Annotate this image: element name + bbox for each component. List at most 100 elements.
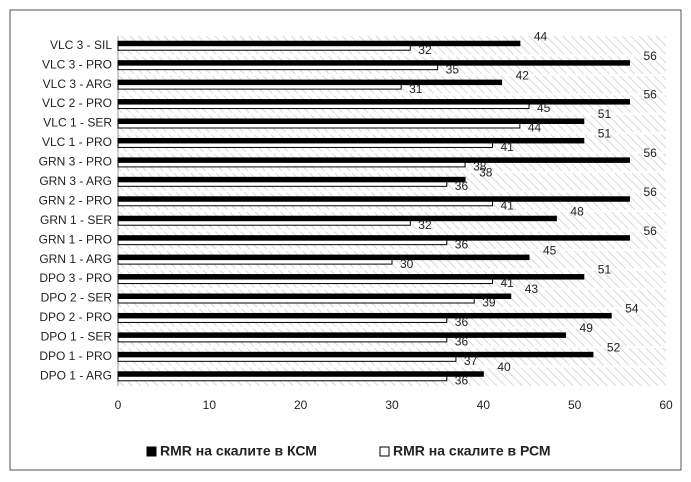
data-label: 49 <box>580 321 594 335</box>
data-label: 32 <box>418 43 432 57</box>
data-label: 56 <box>643 146 657 160</box>
bar <box>117 356 457 362</box>
bar <box>117 99 630 105</box>
y-tick-label: GRN 3 - PRO <box>39 155 112 169</box>
legend-marker <box>146 446 157 457</box>
bar <box>117 60 630 66</box>
bar <box>117 79 503 86</box>
bar <box>117 220 411 226</box>
bar <box>117 254 530 261</box>
bar <box>117 235 630 241</box>
data-label: 51 <box>598 263 612 277</box>
bar <box>117 181 448 187</box>
x-tick-label: 60 <box>659 398 673 412</box>
data-label: 42 <box>516 68 530 82</box>
bar <box>117 157 630 163</box>
data-label: 56 <box>643 224 657 238</box>
bar <box>117 317 448 323</box>
y-tick-label: GRN 2 - PRO <box>39 193 112 207</box>
data-label: 45 <box>537 101 551 115</box>
y-tick-label: VLC 3 - PRO <box>42 57 112 71</box>
y-tick-label: DPO 3 - PRO <box>39 271 112 285</box>
y-tick-label: VLC 3 - ARG <box>43 77 112 91</box>
data-label: 41 <box>500 140 514 154</box>
bar <box>117 118 585 124</box>
bar <box>117 215 557 222</box>
bar <box>117 312 612 319</box>
y-tick-label: VLC 3 - SIL <box>50 38 112 52</box>
data-label: 56 <box>643 49 657 63</box>
legend-label: RMR на скалите в РСМ <box>393 443 551 459</box>
x-tick-label: 0 <box>115 398 122 412</box>
bar <box>117 84 402 90</box>
bar <box>117 45 411 51</box>
data-label: 32 <box>418 218 432 232</box>
bar <box>117 371 484 377</box>
y-tick-label: GRN 1 - PRO <box>39 232 112 246</box>
x-tick-label: 40 <box>477 398 491 412</box>
x-tick-label: 10 <box>203 398 217 412</box>
bar <box>117 196 630 202</box>
bar <box>117 161 466 168</box>
y-tick-label: GRN 1 - SER <box>40 213 112 227</box>
data-label: 48 <box>570 204 584 218</box>
data-label: 36 <box>455 373 469 387</box>
y-tick-label: DPO 2 - SER <box>41 291 113 305</box>
data-label: 44 <box>528 121 542 135</box>
y-tick-label: DPO 1 - SER <box>41 330 113 344</box>
data-label: 31 <box>409 82 423 96</box>
y-tick-label: VLC 1 - PRO <box>42 135 112 149</box>
data-label: 38 <box>473 160 487 174</box>
y-tick-label: DPO 1 - ARG <box>40 368 112 382</box>
data-label: 44 <box>534 29 548 43</box>
bar <box>117 332 567 338</box>
data-label: 43 <box>525 282 539 296</box>
bar <box>117 278 493 285</box>
data-label: 41 <box>500 276 514 290</box>
data-label: 36 <box>455 179 469 193</box>
bar <box>117 137 585 144</box>
data-label: 54 <box>625 302 639 316</box>
data-label: 51 <box>598 107 612 121</box>
y-tick-label: DPO 1 - PRO <box>39 349 112 363</box>
data-label: 52 <box>607 341 621 355</box>
bar <box>117 40 521 47</box>
data-label: 39 <box>482 296 496 310</box>
bar <box>117 176 466 183</box>
y-tick-label: DPO 2 - PRO <box>39 310 112 324</box>
x-tick-label: 50 <box>568 398 582 412</box>
data-label: 56 <box>643 88 657 102</box>
y-tick-label: VLC 1 - SER <box>43 116 112 130</box>
bar <box>117 142 493 148</box>
data-label: 36 <box>455 315 469 329</box>
data-label: 38 <box>479 166 493 180</box>
data-label: 36 <box>455 335 469 349</box>
bar <box>117 259 393 265</box>
data-label: 37 <box>464 354 478 368</box>
legend-marker <box>379 446 390 457</box>
y-tick-label: VLC 2 - PRO <box>42 96 112 110</box>
bar <box>117 200 493 207</box>
bar <box>117 239 448 246</box>
data-label: 56 <box>643 185 657 199</box>
y-tick-label: GRN 3 - ARG <box>39 174 112 188</box>
data-label: 41 <box>500 198 514 212</box>
bar <box>117 351 594 358</box>
data-label: 35 <box>446 62 460 76</box>
data-label: 36 <box>455 237 469 251</box>
legend-label: RMR на скалите в КСМ <box>160 443 317 459</box>
x-tick-label: 30 <box>385 398 399 412</box>
bar <box>117 298 475 304</box>
x-tick-label: 20 <box>294 398 308 412</box>
bar <box>117 64 439 71</box>
bar <box>117 336 448 343</box>
bar <box>117 274 585 280</box>
bar <box>117 375 448 382</box>
data-label: 45 <box>543 243 557 257</box>
y-tick-label: GRN 1 - ARG <box>39 252 112 266</box>
frame <box>9 9 682 471</box>
bar <box>117 293 512 299</box>
data-label: 40 <box>497 360 511 374</box>
data-label: 30 <box>400 257 414 271</box>
